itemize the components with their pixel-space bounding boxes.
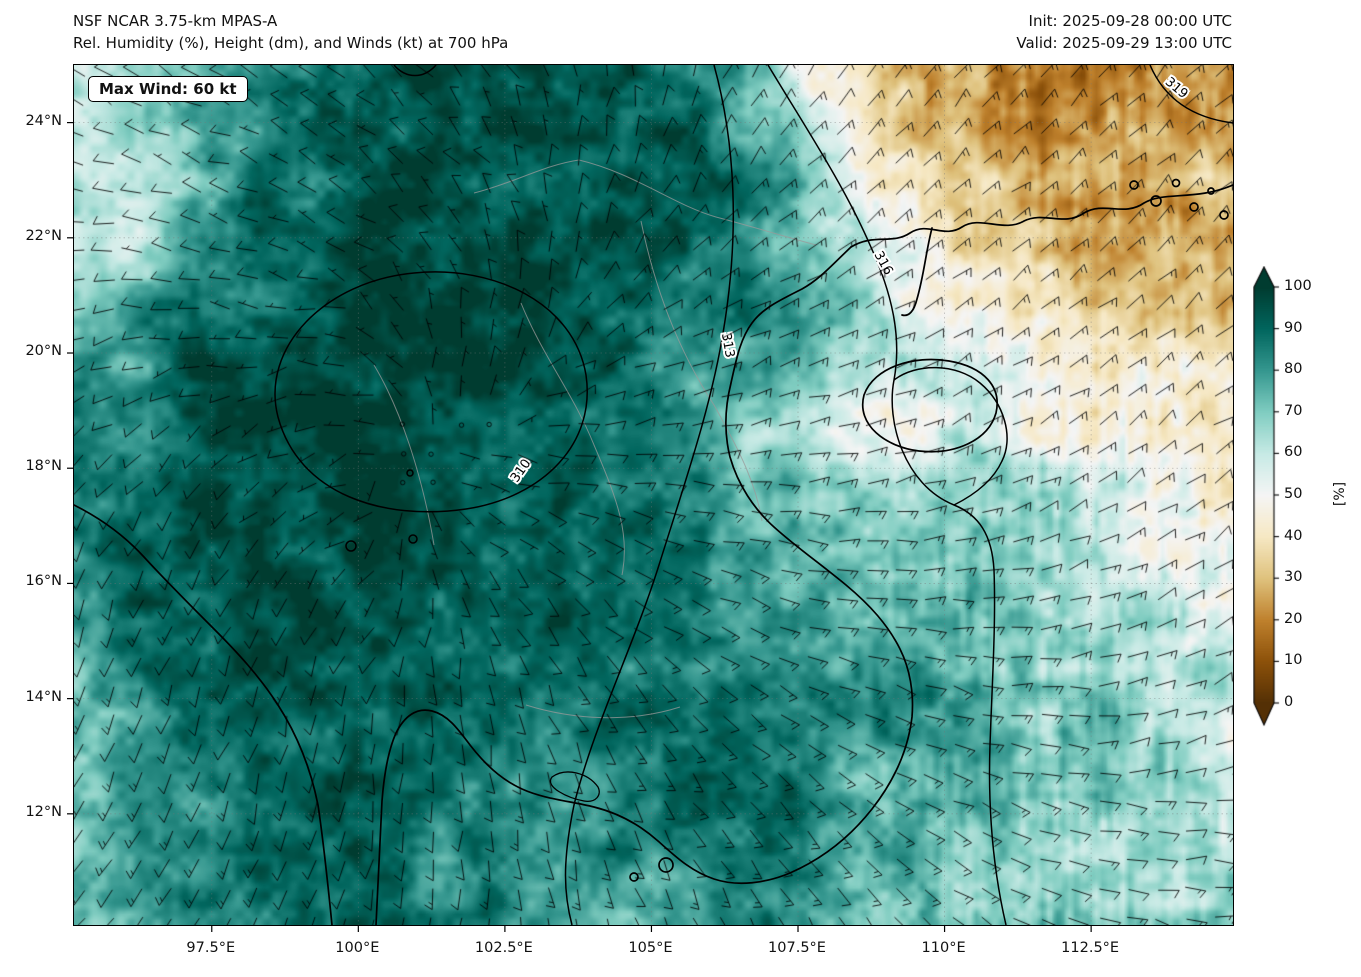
colorbar-tick-label-10: 0 (1284, 694, 1294, 710)
y-tick-label-0: 24°N (25, 112, 62, 129)
colorbar-tick-label-1: 90 (1284, 319, 1303, 336)
colorbar (1253, 266, 1283, 728)
colorbar-tick-label-9: 10 (1284, 652, 1303, 669)
colorbar-tick-label-4: 60 (1284, 444, 1303, 461)
valid-time: Valid: 2025-09-29 13:00 UTC (1016, 34, 1232, 52)
map-plot-area: 310 313 316 319 Max Wind: 60 kt (67, 64, 1234, 932)
x-tick-label-5: 110°E (921, 940, 966, 956)
wind-barbs-canvas (74, 65, 1233, 925)
x-tick-label-4: 107.5°E (768, 940, 826, 956)
y-tick-label-4: 16°N (25, 573, 62, 590)
colorbar-tick-label-2: 80 (1284, 361, 1303, 378)
y-tick-label-6: 12°N (25, 803, 62, 820)
colorbar-tick-label-8: 20 (1284, 610, 1303, 627)
y-tick-label-5: 14°N (25, 688, 62, 705)
y-tick-label-1: 22°N (25, 227, 62, 244)
init-time: Init: 2025-09-28 00:00 UTC (1028, 12, 1232, 30)
colorbar-tick-label-7: 30 (1284, 569, 1303, 586)
y-tick-label-3: 18°N (25, 458, 62, 475)
colorbar-tick-label-6: 40 (1284, 527, 1303, 544)
model-title: NSF NCAR 3.75-km MPAS-A (73, 12, 278, 30)
x-tick-label-2: 102.5°E (474, 940, 533, 956)
y-tick-label-2: 20°N (25, 343, 62, 359)
x-tick-label-0: 97.5°E (186, 940, 236, 956)
x-tick-label-3: 105°E (628, 940, 673, 956)
x-tick-label-1: 100°E (335, 940, 380, 956)
colorbar-tick-label-5: 50 (1284, 486, 1303, 502)
colorbar-tick-label-0: 100 (1284, 278, 1312, 294)
max-wind-badge: Max Wind: 60 kt (88, 76, 248, 102)
x-tick-label-6: 112.5°E (1061, 940, 1120, 956)
plot-subtitle: Rel. Humidity (%), Height (dm), and Wind… (73, 34, 509, 52)
colorbar-unit-label: [%] (1332, 481, 1348, 507)
colorbar-tick-label-3: 70 (1284, 402, 1303, 419)
